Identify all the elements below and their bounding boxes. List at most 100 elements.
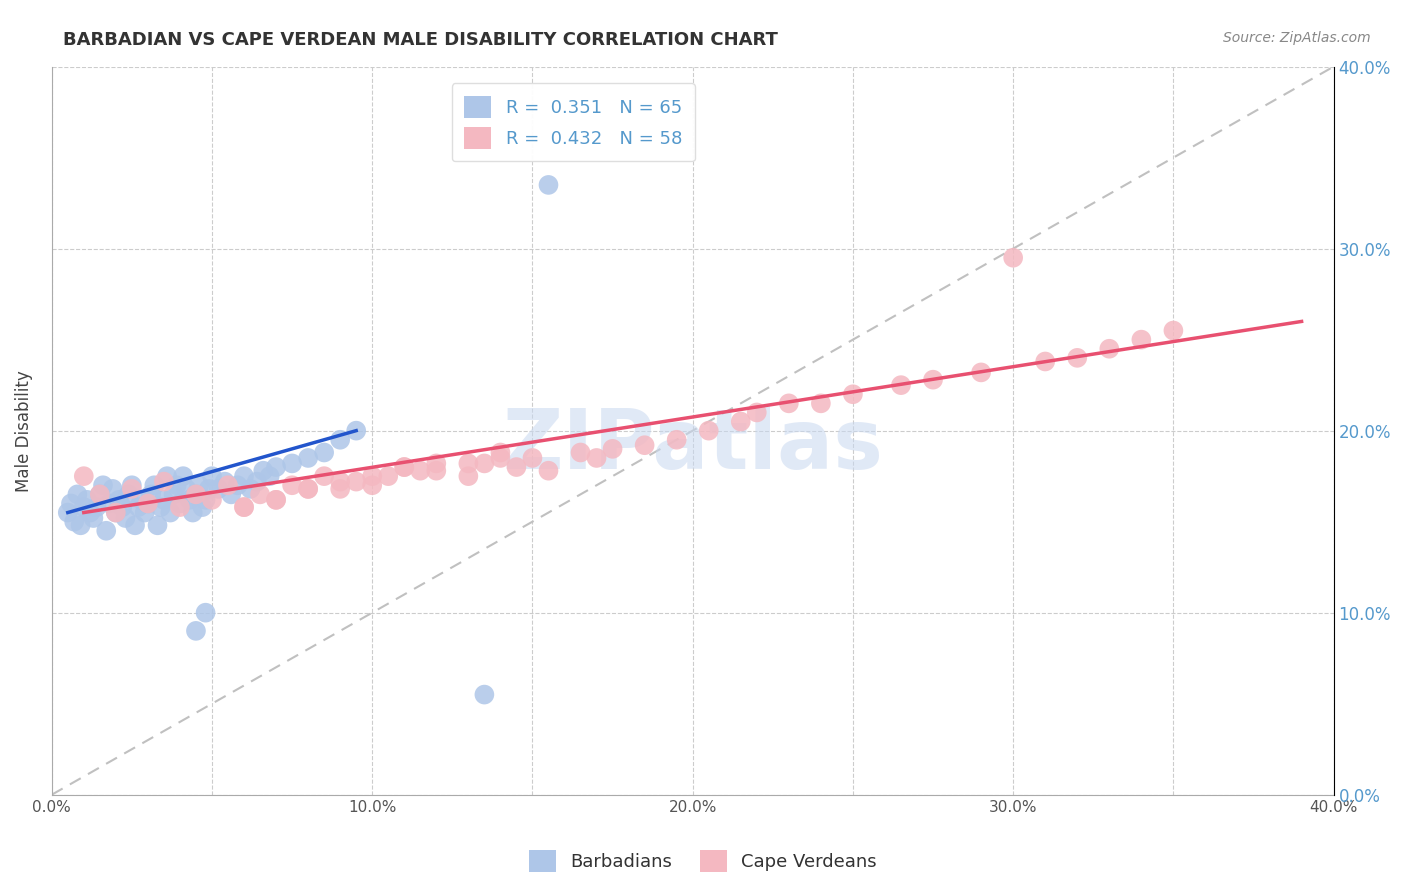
Point bbox=[602, 442, 624, 456]
Point bbox=[409, 464, 432, 478]
Point bbox=[169, 500, 191, 514]
Point bbox=[377, 469, 399, 483]
Point bbox=[136, 496, 159, 510]
Point bbox=[585, 450, 607, 465]
Point bbox=[281, 478, 304, 492]
Point bbox=[146, 518, 169, 533]
Point bbox=[489, 445, 512, 459]
Point bbox=[249, 487, 271, 501]
Point bbox=[457, 469, 479, 483]
Point bbox=[226, 478, 249, 492]
Point bbox=[82, 511, 104, 525]
Point bbox=[489, 450, 512, 465]
Point bbox=[537, 464, 560, 478]
Point bbox=[91, 478, 114, 492]
Point bbox=[344, 475, 367, 489]
Point bbox=[665, 433, 688, 447]
Point bbox=[474, 457, 496, 471]
Point bbox=[136, 496, 159, 510]
Point bbox=[184, 624, 207, 638]
Point bbox=[201, 492, 224, 507]
Point bbox=[197, 482, 219, 496]
Point bbox=[214, 475, 236, 489]
Point bbox=[394, 460, 416, 475]
Point bbox=[239, 482, 262, 496]
Point bbox=[73, 469, 96, 483]
Point bbox=[63, 515, 86, 529]
Point bbox=[114, 511, 136, 525]
Legend: R =  0.351   N = 65, R =  0.432   N = 58: R = 0.351 N = 65, R = 0.432 N = 58 bbox=[451, 83, 695, 161]
Point bbox=[127, 500, 149, 514]
Point bbox=[191, 500, 214, 514]
Point bbox=[233, 469, 256, 483]
Point bbox=[219, 487, 242, 501]
Text: ZIPatlas: ZIPatlas bbox=[502, 405, 883, 486]
Point bbox=[98, 496, 121, 510]
Point bbox=[233, 500, 256, 514]
Point bbox=[329, 433, 352, 447]
Point bbox=[425, 457, 447, 471]
Point bbox=[104, 506, 127, 520]
Point bbox=[108, 492, 131, 507]
Point bbox=[730, 415, 752, 429]
Legend: Barbadians, Cape Verdeans: Barbadians, Cape Verdeans bbox=[522, 843, 884, 879]
Point bbox=[121, 478, 143, 492]
Point bbox=[153, 475, 176, 489]
Point bbox=[1098, 342, 1121, 356]
Point bbox=[297, 482, 319, 496]
Point bbox=[143, 478, 166, 492]
Point bbox=[162, 487, 184, 501]
Point bbox=[118, 487, 141, 501]
Point bbox=[201, 469, 224, 483]
Point bbox=[217, 478, 239, 492]
Point bbox=[121, 482, 143, 496]
Point bbox=[89, 487, 111, 501]
Point bbox=[153, 492, 176, 507]
Point bbox=[922, 373, 945, 387]
Point bbox=[184, 487, 207, 501]
Point bbox=[264, 492, 287, 507]
Point bbox=[394, 460, 416, 475]
Point bbox=[166, 478, 188, 492]
Point bbox=[1033, 354, 1056, 368]
Point bbox=[149, 500, 172, 514]
Point bbox=[194, 606, 217, 620]
Point bbox=[169, 496, 191, 510]
Point bbox=[66, 487, 89, 501]
Point bbox=[69, 518, 91, 533]
Point bbox=[329, 482, 352, 496]
Point bbox=[361, 469, 384, 483]
Point bbox=[569, 445, 592, 459]
Point bbox=[252, 464, 274, 478]
Text: BARBADIAN VS CAPE VERDEAN MALE DISABILITY CORRELATION CHART: BARBADIAN VS CAPE VERDEAN MALE DISABILIT… bbox=[63, 31, 778, 49]
Point bbox=[179, 492, 201, 507]
Point bbox=[264, 460, 287, 475]
Point bbox=[810, 396, 832, 410]
Point bbox=[264, 492, 287, 507]
Point bbox=[505, 460, 527, 475]
Point bbox=[101, 482, 124, 496]
Point bbox=[181, 506, 204, 520]
Point bbox=[890, 378, 912, 392]
Point bbox=[96, 524, 118, 538]
Point bbox=[76, 492, 98, 507]
Point bbox=[281, 457, 304, 471]
Point bbox=[297, 482, 319, 496]
Point bbox=[474, 688, 496, 702]
Point bbox=[246, 475, 269, 489]
Point bbox=[86, 500, 108, 514]
Point bbox=[1002, 251, 1025, 265]
Point bbox=[778, 396, 800, 410]
Point bbox=[259, 469, 281, 483]
Point bbox=[745, 405, 768, 419]
Point bbox=[297, 450, 319, 465]
Point bbox=[139, 487, 162, 501]
Point bbox=[329, 475, 352, 489]
Point bbox=[59, 496, 82, 510]
Point bbox=[207, 482, 229, 496]
Point bbox=[79, 506, 101, 520]
Point bbox=[104, 506, 127, 520]
Point bbox=[314, 445, 336, 459]
Point bbox=[314, 469, 336, 483]
Point bbox=[176, 482, 198, 496]
